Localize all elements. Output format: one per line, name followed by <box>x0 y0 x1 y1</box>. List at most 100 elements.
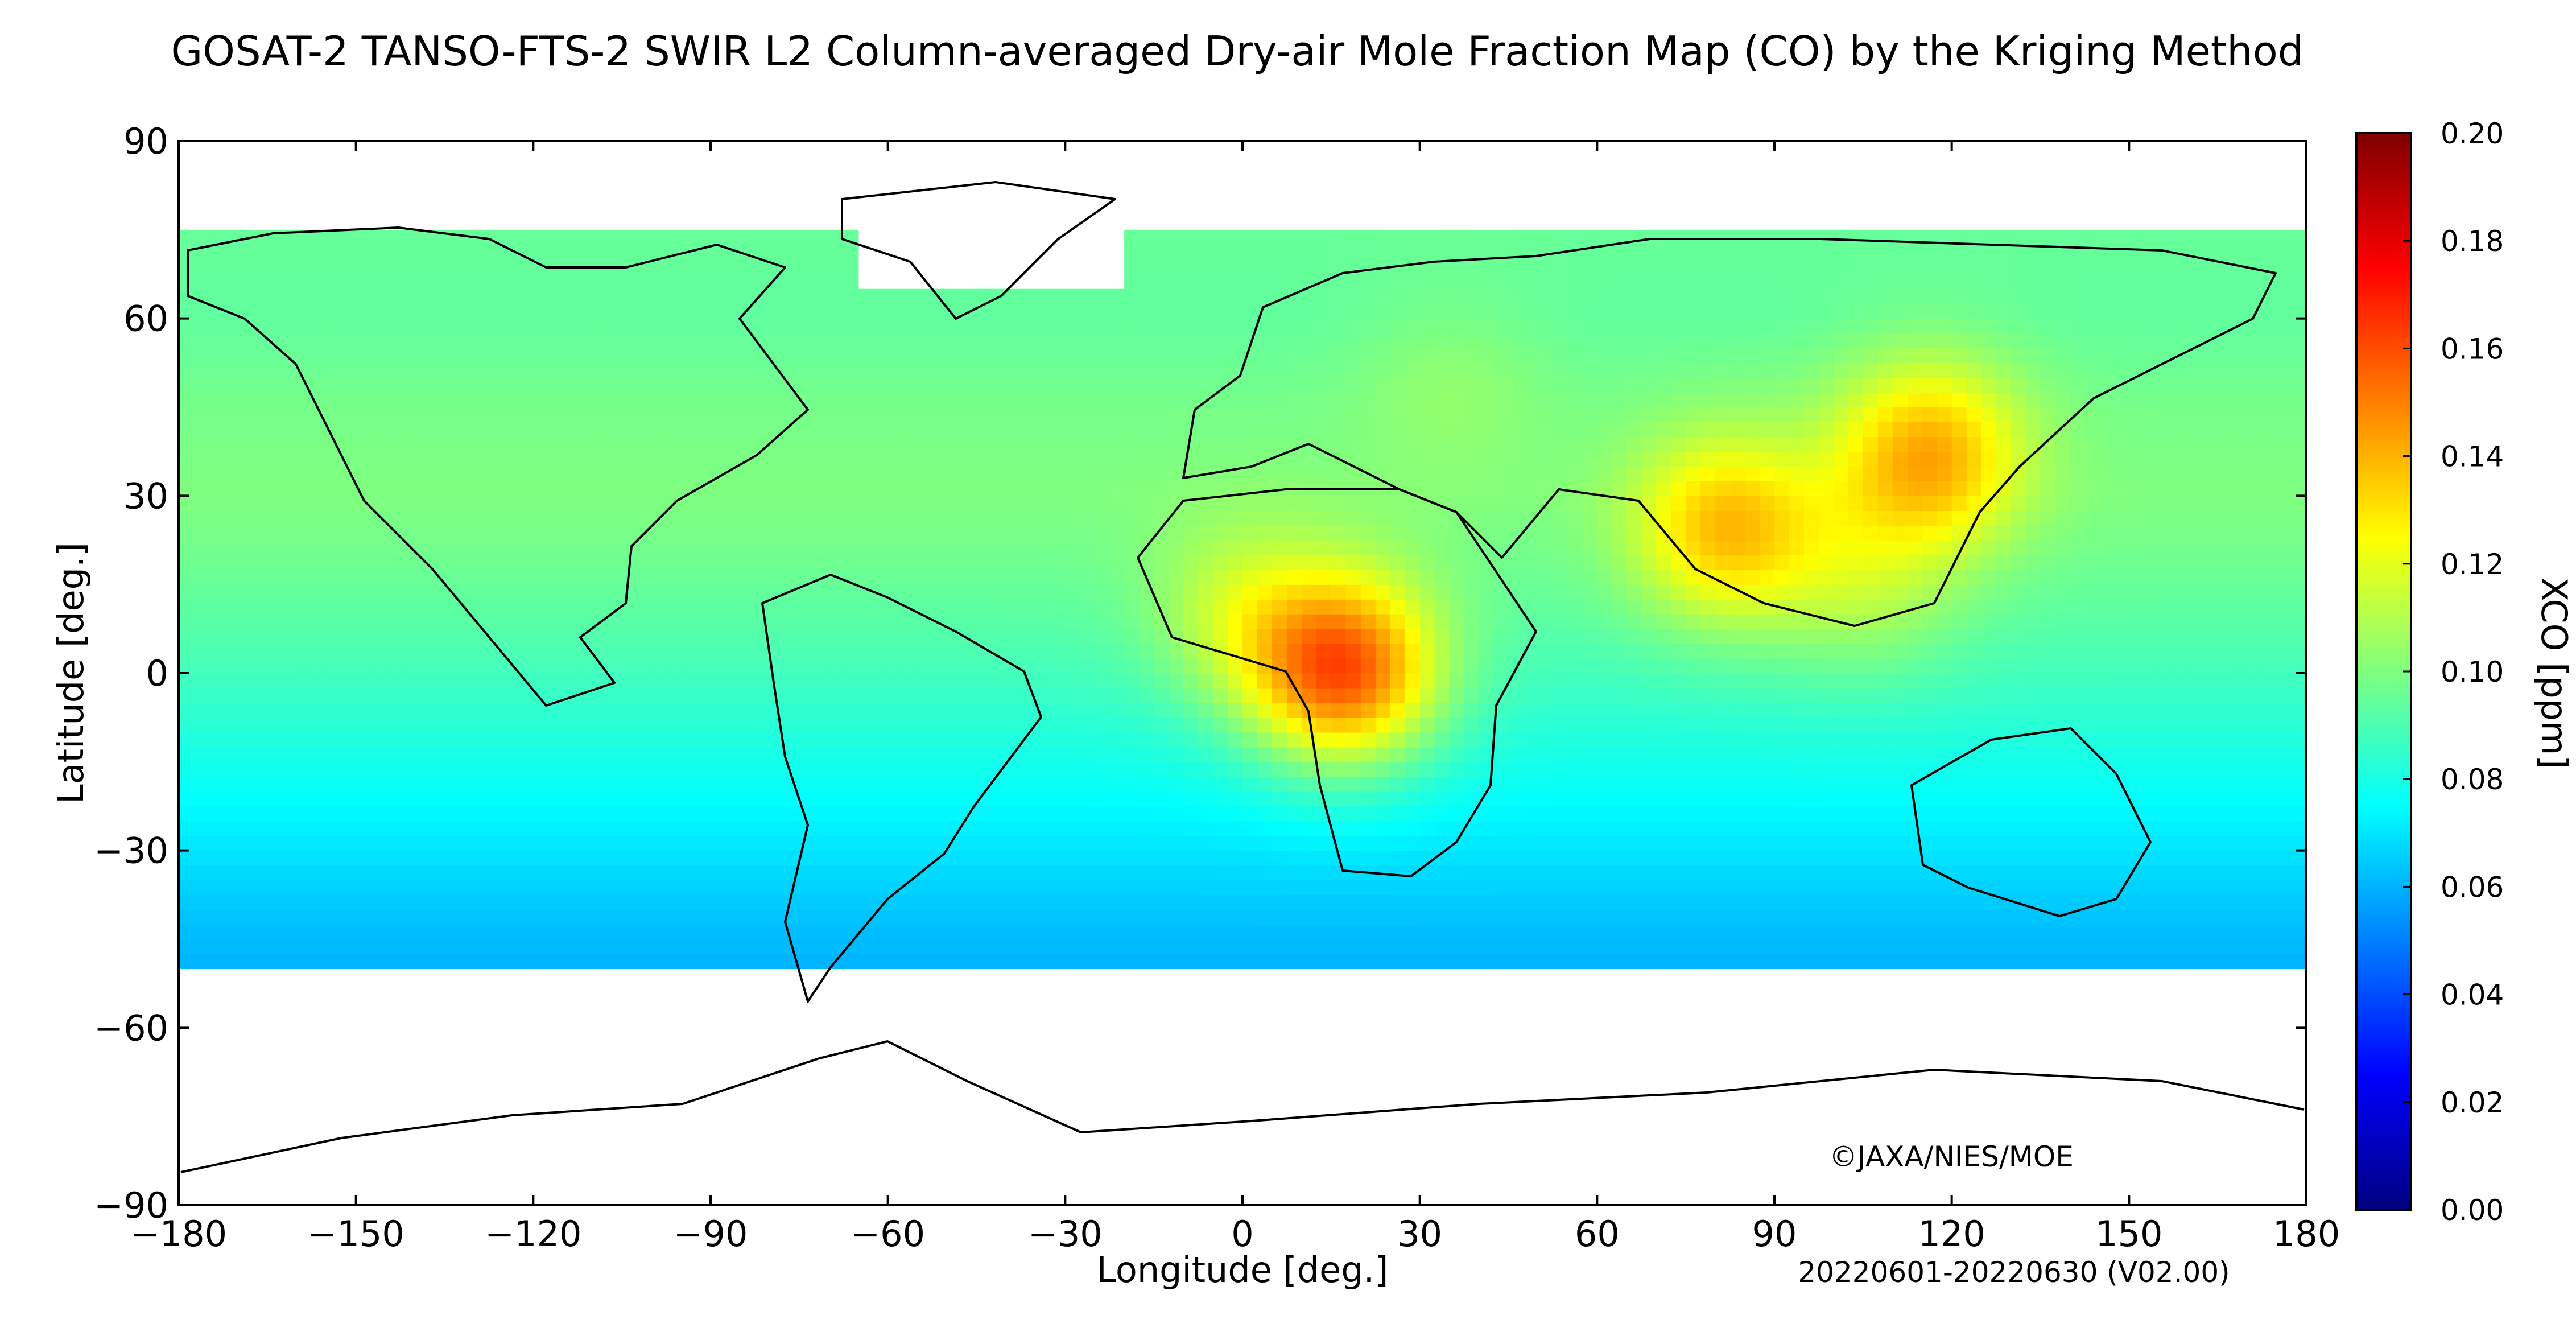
heatmap-cell <box>548 466 563 481</box>
heatmap-cell <box>370 525 386 541</box>
heatmap-cell <box>533 466 548 481</box>
heatmap-cell <box>1065 791 1080 807</box>
heatmap-cell <box>2232 821 2248 836</box>
heatmap-cell <box>1198 806 1213 822</box>
heatmap-cell <box>2099 924 2115 940</box>
heatmap-cell <box>2232 806 2248 822</box>
heatmap-cell <box>1715 629 1731 644</box>
heatmap-cell <box>622 732 637 748</box>
heatmap-cell <box>2055 747 2071 762</box>
heatmap-cell <box>696 496 711 511</box>
heatmap-cell <box>208 894 224 910</box>
heatmap-cell <box>563 525 578 541</box>
heatmap-cell <box>193 791 209 807</box>
heatmap-cell <box>356 584 371 600</box>
heatmap-cell <box>1065 894 1080 910</box>
chart-title: GOSAT-2 TANSO-FTS-2 SWIR L2 Column-avera… <box>171 27 2304 75</box>
heatmap-cell <box>2084 644 2100 659</box>
heatmap-cell <box>1789 555 1805 570</box>
heatmap-cell <box>1833 909 1849 925</box>
heatmap-cell <box>1745 510 1760 526</box>
heatmap-cell <box>725 599 741 615</box>
heatmap-cell <box>814 599 829 615</box>
heatmap-cell <box>1686 496 1701 511</box>
heatmap-cell <box>474 924 489 940</box>
heatmap-cell <box>252 644 268 659</box>
heatmap-cell <box>1612 702 1627 718</box>
heatmap-cell <box>607 880 622 896</box>
heatmap-cell <box>666 510 682 526</box>
heatmap-cell <box>370 466 386 481</box>
heatmap-cell <box>873 821 889 836</box>
heatmap-cell <box>1479 466 1495 481</box>
heatmap-cell <box>961 954 977 970</box>
heatmap-cell <box>1286 761 1302 777</box>
heatmap-cell <box>385 732 401 748</box>
heatmap-cell <box>193 909 209 925</box>
heatmap-cell <box>459 584 475 600</box>
heatmap-cell <box>1331 629 1347 644</box>
heatmap-cell <box>1730 850 1745 866</box>
heatmap-cell <box>666 525 682 541</box>
heatmap-cell <box>2247 481 2263 496</box>
heatmap-cell <box>681 525 696 541</box>
heatmap-cell <box>400 614 416 629</box>
heatmap-cell <box>1360 540 1376 555</box>
heatmap-cell <box>754 673 770 689</box>
heatmap-cell <box>563 717 578 733</box>
heatmap-cell <box>2011 629 2026 644</box>
heatmap-cell <box>1390 924 1406 940</box>
heatmap-cell <box>843 466 859 481</box>
heatmap-cell <box>2011 747 2026 762</box>
heatmap-cell <box>1922 584 1938 600</box>
heatmap-cell <box>311 835 327 851</box>
heatmap-cell <box>341 584 357 600</box>
heatmap-cell <box>2070 496 2085 511</box>
heatmap-cell <box>1686 540 1701 555</box>
heatmap-cell <box>326 644 342 659</box>
heatmap-cell <box>843 525 859 541</box>
heatmap-cell <box>1154 451 1169 467</box>
heatmap-cell <box>208 481 224 496</box>
heatmap-cell <box>1080 584 1095 600</box>
heatmap-cell <box>1907 865 1923 881</box>
heatmap-cell <box>548 835 563 851</box>
heatmap-cell <box>1892 555 1908 570</box>
heatmap-cell <box>1345 525 1361 541</box>
heatmap-cell <box>430 658 445 674</box>
heatmap-cell <box>2084 525 2100 541</box>
heatmap-cell <box>1228 702 1243 718</box>
heatmap-cell <box>917 717 933 733</box>
heatmap-cell <box>696 510 711 526</box>
heatmap-cell <box>873 924 889 940</box>
heatmap-cell <box>2055 939 2071 955</box>
heatmap-cell <box>1996 909 2012 925</box>
heatmap-cell <box>2158 894 2174 910</box>
heatmap-cell <box>2232 644 2248 659</box>
heatmap-cell <box>607 806 622 822</box>
heatmap-cell <box>1434 688 1450 703</box>
heatmap-cell <box>430 776 445 792</box>
heatmap-cell <box>1937 835 1952 851</box>
heatmap-cell <box>666 688 682 703</box>
heatmap-cell <box>2144 909 2159 925</box>
heatmap-cell <box>902 835 918 851</box>
heatmap-cell <box>887 747 903 762</box>
heatmap-cell <box>1169 924 1184 940</box>
heatmap-cell <box>2144 761 2159 777</box>
heatmap-cell <box>622 688 637 703</box>
heatmap-cell <box>2040 835 2056 851</box>
heatmap-cell <box>1405 909 1421 925</box>
heatmap-cell <box>754 702 770 718</box>
heatmap-cell <box>563 909 578 925</box>
heatmap-cell <box>651 761 667 777</box>
heatmap-cell <box>1892 481 1908 496</box>
heatmap-cell <box>1863 939 1879 955</box>
heatmap-cell <box>548 658 563 674</box>
heatmap-cell <box>252 525 268 541</box>
heatmap-cell <box>1065 466 1080 481</box>
heatmap-cell <box>991 732 1007 748</box>
heatmap-cell <box>1035 496 1051 511</box>
heatmap-cell <box>681 880 696 896</box>
heatmap-cell <box>622 791 637 807</box>
